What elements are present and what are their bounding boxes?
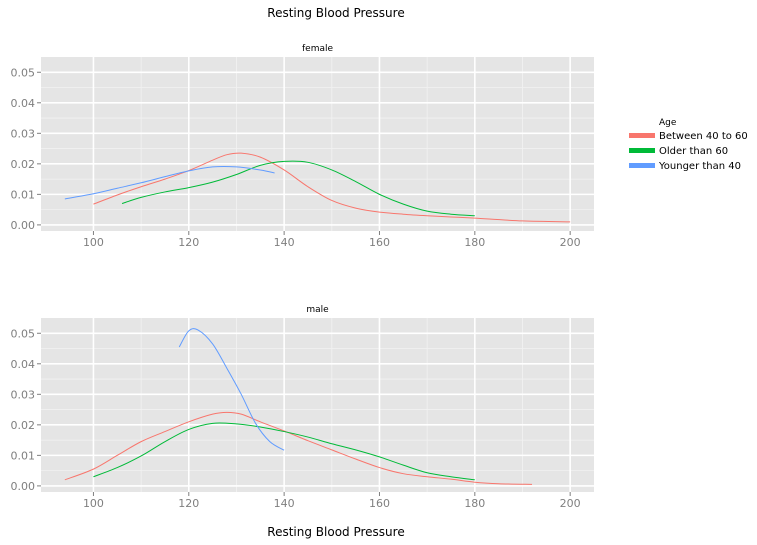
legend-label-younger-than-40: Younger than 40 bbox=[658, 161, 741, 172]
legend: Age Between 40 to 60 Older than 60 Younger… bbox=[629, 118, 748, 172]
facet-label: female bbox=[302, 44, 333, 54]
y-tick-label: 0.05 bbox=[11, 327, 36, 340]
legend-title: Age bbox=[659, 118, 677, 128]
density-line-male-older-than-60 bbox=[93, 422, 475, 481]
x-tick-label: 140 bbox=[274, 497, 295, 510]
chart-title: Resting Blood Pressure bbox=[267, 6, 404, 20]
legend-entries: Between 40 to 60 Older than 60 Younger tha… bbox=[629, 131, 748, 172]
density-line-female-younger-than-40 bbox=[64, 165, 275, 200]
x-tick-label: 120 bbox=[178, 236, 199, 249]
density-line-male-between-40-to-60 bbox=[64, 411, 533, 485]
chart-panels: female 100 120 140 160 180 200 0.00 0.01 0.02 0.03… bbox=[11, 44, 594, 510]
y-tick-label: 0.03 bbox=[11, 127, 36, 140]
facet-panel-female: female 100 120 140 160 180 200 0.00 0.01 0.02 0.03… bbox=[11, 44, 594, 249]
facet-label: male bbox=[306, 305, 329, 315]
density-line-female-between-40-to-60 bbox=[93, 152, 571, 223]
legend-label-between-40-to-60: Between 40 to 60 bbox=[659, 131, 748, 142]
x-tick-label: 200 bbox=[560, 497, 581, 510]
y-tick-label: 0.02 bbox=[11, 419, 36, 432]
y-tick-label: 0.04 bbox=[11, 358, 36, 371]
x-tick-label: 100 bbox=[83, 497, 104, 510]
x-tick-label: 180 bbox=[464, 236, 485, 249]
y-tick-label: 0.04 bbox=[11, 97, 36, 110]
panel-background bbox=[41, 57, 594, 231]
y-tick-label: 0.00 bbox=[11, 219, 36, 232]
y-tick-label: 0.02 bbox=[11, 158, 36, 171]
legend-label-older-than-60: Older than 60 bbox=[659, 146, 728, 157]
panel-background bbox=[41, 318, 594, 492]
x-tick-label: 200 bbox=[560, 236, 581, 249]
facet-panel-male: male 100 120 140 160 180 200 0.00 0.01 0.02 0.03 0.… bbox=[11, 305, 594, 510]
legend-key-younger-than-40 bbox=[629, 163, 655, 168]
x-tick-label: 160 bbox=[369, 236, 390, 249]
x-tick-label: 160 bbox=[369, 497, 390, 510]
x-tick-label: 120 bbox=[178, 497, 199, 510]
density-line-female-older-than-60 bbox=[121, 160, 475, 217]
x-tick-label: 180 bbox=[464, 497, 485, 510]
y-tick-label: 0.05 bbox=[11, 66, 36, 79]
y-tick-label: 0.00 bbox=[11, 480, 36, 493]
x-axis-label: Resting Blood Pressure bbox=[267, 525, 404, 539]
y-tick-label: 0.01 bbox=[11, 188, 36, 201]
density-line-male-younger-than-40 bbox=[178, 328, 285, 451]
x-tick-label: 140 bbox=[274, 236, 295, 249]
x-tick-label: 100 bbox=[83, 236, 104, 249]
y-tick-label: 0.01 bbox=[11, 449, 36, 462]
legend-key-older-than-60 bbox=[629, 148, 655, 153]
legend-key-between-40-to-60 bbox=[629, 133, 655, 138]
y-tick-label: 0.03 bbox=[11, 388, 36, 401]
